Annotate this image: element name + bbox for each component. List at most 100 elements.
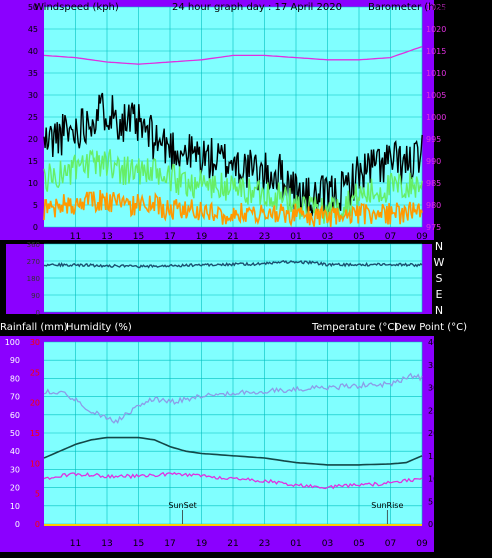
temperature-ytick-label: 40 [428, 338, 438, 347]
wind-ytick-label: 30 [28, 91, 38, 100]
humidity-ytick-label: 40 [10, 447, 20, 456]
sun-annotations: SunSet SunRise [168, 501, 403, 524]
wind-ytick-label: 25 [28, 113, 38, 122]
wind-avg-line [43, 148, 423, 224]
barometer-ytick-label: 980 [426, 201, 441, 210]
wind-ytick-label: 15 [28, 157, 38, 166]
wind-xtick-label: 07 [385, 232, 396, 242]
rain-ytick-label: 30 [30, 338, 40, 347]
temp-xtick-label: 07 [385, 539, 396, 549]
temp-xtick-label: 01 [290, 539, 301, 549]
wind-grid [44, 6, 423, 228]
direction-ytick-label: 360 [27, 241, 40, 249]
compass-label: S [436, 272, 443, 285]
wind-series [43, 45, 423, 228]
wind-ytick-label: 50 [28, 3, 38, 12]
temp-time-axis: 11 13 15 17 19 21 23 01 03 05 07 09 [70, 539, 428, 549]
temp-xtick-label: 09 [416, 539, 428, 549]
compass-label: E [436, 288, 443, 301]
wind-ytick-label: 0 [33, 223, 38, 232]
sun-annotation-label: SunRise [371, 501, 403, 510]
compass-label: N [435, 240, 443, 253]
wind-ytick-label: 5 [33, 201, 38, 210]
wind-gust-line [43, 92, 423, 217]
wind-xtick-label: 03 [322, 232, 333, 242]
rain-baseline [44, 524, 422, 526]
temp-series [43, 372, 423, 490]
temperature-ytick-label: 15 [428, 452, 438, 461]
wind-ytick-label: 20 [28, 135, 38, 144]
wind-ytick-label: 40 [28, 47, 38, 56]
graph-title: 24 hour graph day : 17 April 2020 [172, 2, 342, 13]
temperature-ytick-label: 20 [428, 429, 438, 438]
wind-xtick-label: 19 [196, 232, 208, 242]
wind-direction-line [43, 259, 423, 269]
humidity-axis: 0 10 20 30 40 50 60 70 80 90 100 [5, 338, 20, 529]
wind-low-line [43, 190, 423, 228]
humidity-ytick-label: 20 [10, 484, 20, 493]
temp-xtick-label: 11 [70, 539, 81, 549]
wind-xtick-label: 13 [101, 232, 112, 242]
wind-time-axis: 11 13 15 17 19 21 23 01 03 05 07 09 [70, 232, 428, 242]
dewpoint-ylabel: Dew Point (°C) [394, 322, 467, 333]
barometer-ylabel: Barometer (hpa) [368, 2, 451, 13]
wind-xtick-label: 17 [164, 232, 175, 242]
temperature-axis: 0 5 10 15 20 25 30 35 40 [428, 338, 438, 529]
direction-ytick-label: 180 [27, 275, 40, 283]
rainfall-ylabel: Rainfall (mm) [0, 322, 68, 333]
humidity-ytick-label: 100 [5, 338, 20, 347]
temperature-ytick-label: 35 [428, 361, 438, 370]
barometer-ytick-label: 995 [426, 135, 441, 144]
temperature-ytick-label: 0 [428, 520, 433, 529]
barometer-ytick-label: 1000 [426, 113, 446, 122]
wind-ytick-label: 10 [28, 179, 38, 188]
humidity-ytick-label: 10 [10, 502, 20, 511]
wind-xtick-label: 15 [133, 232, 144, 242]
direction-grid [44, 243, 423, 313]
wind-xtick-label: 01 [290, 232, 301, 242]
barometer-ytick-label: 1010 [426, 69, 446, 78]
temp-xtick-label: 17 [164, 539, 175, 549]
humidity-ytick-label: 30 [10, 465, 20, 474]
rain-ytick-label: 5 [35, 490, 40, 499]
direction-ytick-label: 90 [31, 292, 40, 300]
compass-label: W [434, 256, 445, 269]
wind-ytick-label: 35 [28, 69, 38, 78]
humidity-ytick-label: 80 [10, 374, 20, 383]
barometer-axis: 975 980 985 990 995 1000 1005 1010 1015 1020 1025 [426, 3, 446, 232]
temperature-ytick-label: 10 [428, 475, 438, 484]
dewpoint-line [43, 471, 423, 490]
temperature-ytick-label: 25 [428, 406, 438, 415]
temp-xtick-label: 19 [196, 539, 208, 549]
barometer-ytick-label: 1020 [426, 25, 446, 34]
humidity-line [43, 372, 423, 424]
temp-xtick-label: 23 [259, 539, 270, 549]
barometer-ytick-label: 985 [426, 179, 441, 188]
rain-ytick-label: 20 [30, 399, 40, 408]
direction-ytick-label: 270 [27, 258, 40, 266]
wind-xtick-label: 23 [259, 232, 270, 242]
temp-xtick-label: 21 [227, 539, 238, 549]
wind-xtick-label: 11 [70, 232, 81, 242]
temp-xtick-label: 15 [133, 539, 144, 549]
humidity-ytick-label: 50 [10, 429, 20, 438]
compass-label: N [435, 304, 443, 317]
temperature-line [43, 436, 423, 466]
temperature-ytick-label: 5 [428, 497, 433, 506]
wind-xtick-label: 05 [353, 232, 364, 242]
sun-annotation-label: SunSet [168, 501, 196, 510]
barometer-ytick-label: 1025 [426, 3, 446, 12]
barometer-ytick-label: 1005 [426, 91, 446, 100]
humidity-ytick-label: 60 [10, 411, 20, 420]
rain-ytick-label: 0 [35, 520, 40, 529]
rain-ytick-label: 10 [30, 459, 40, 468]
humidity-ytick-label: 0 [15, 520, 20, 529]
rainfall-axis: 0 5 10 15 20 25 30 [30, 338, 40, 529]
direction-degree-axis: 360 270 180 90 0 [27, 241, 40, 317]
rain-ytick-label: 25 [30, 368, 40, 377]
temp-xtick-label: 03 [322, 539, 333, 549]
barometer-ytick-label: 1015 [426, 47, 446, 56]
temperature-ylabel: Temperature (°C) [311, 322, 398, 333]
